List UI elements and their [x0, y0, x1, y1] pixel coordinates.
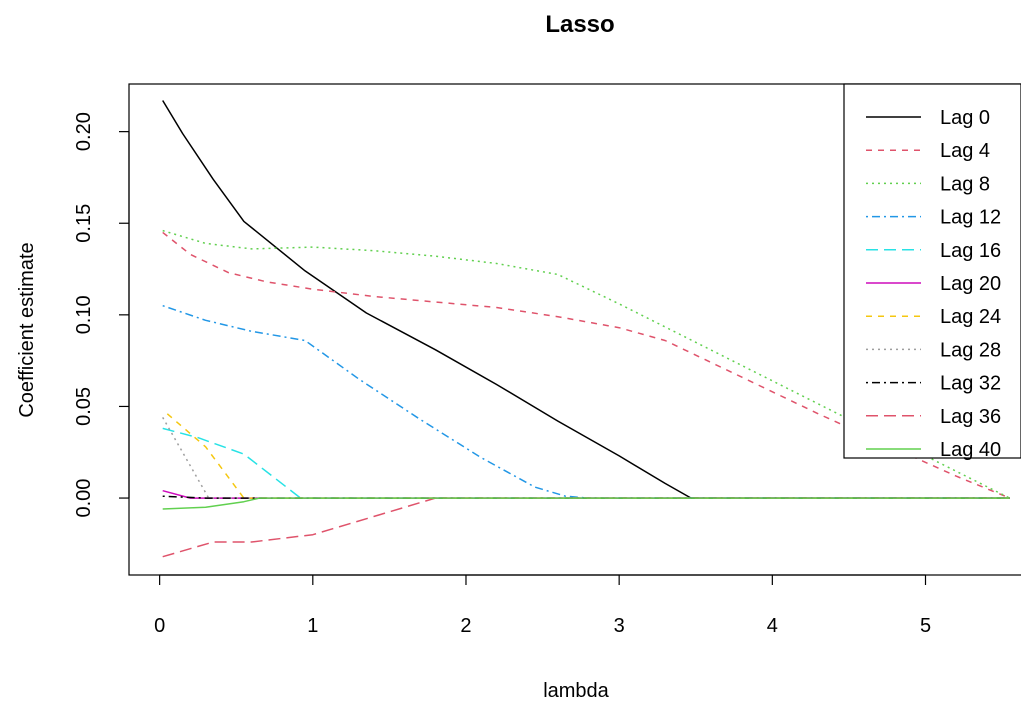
x-axis-label: lambda: [543, 680, 609, 702]
x-tick-label: 0: [154, 615, 165, 637]
legend-label: Lag 32: [940, 373, 1001, 395]
x-tick-label: 3: [614, 615, 625, 637]
x-tick-label: 4: [767, 615, 778, 637]
y-tick-label: 0.00: [73, 479, 95, 518]
x-axis: 0 1 2 3 4 5: [154, 574, 931, 637]
y-axis: 0.00 0.05 0.10 0.15 0.20: [73, 112, 130, 518]
y-tick-label: 0.10: [73, 295, 95, 334]
legend-label: Lag 24: [940, 306, 1001, 328]
x-tick-label: 1: [307, 615, 318, 637]
legend: Lag 0 Lag 4 Lag 8 Lag 12 Lag 16 Lag 20 Lag 24 L…: [843, 83, 1021, 461]
series-line-lag-36: [162, 497, 1010, 558]
y-tick-label: 0.20: [73, 112, 95, 151]
series-line-lag-40: [162, 497, 1010, 510]
legend-label: Lag 36: [940, 406, 1001, 428]
legend-label: Lag 0: [940, 107, 990, 129]
legend-label: Lag 20: [940, 273, 1001, 295]
legend-box: [843, 83, 1021, 459]
legend-label: Lag 4: [940, 140, 990, 162]
y-axis-label: Coefficient estimate: [16, 242, 38, 417]
x-tick-label: 5: [920, 615, 931, 637]
legend-label: Lag 8: [940, 173, 990, 195]
series-line-lag-8: [162, 229, 1011, 499]
y-tick-label: 0.05: [73, 387, 95, 426]
series-line-lag-20: [162, 489, 1010, 499]
series-line-lag-0: [162, 100, 1010, 499]
series-line-lag-16: [162, 427, 1010, 499]
legend-label: Lag 16: [940, 240, 1001, 262]
chart-title: Lasso: [545, 11, 614, 38]
legend-label: Lag 28: [940, 339, 1001, 361]
series-line-lag-12: [162, 304, 1010, 499]
y-tick-label: 0.15: [73, 204, 95, 243]
x-tick-label: 2: [460, 615, 471, 637]
legend-label: Lag 12: [940, 207, 1001, 229]
legend-label: Lag 40: [940, 439, 1001, 461]
series-line-lag-32: [162, 495, 1010, 499]
